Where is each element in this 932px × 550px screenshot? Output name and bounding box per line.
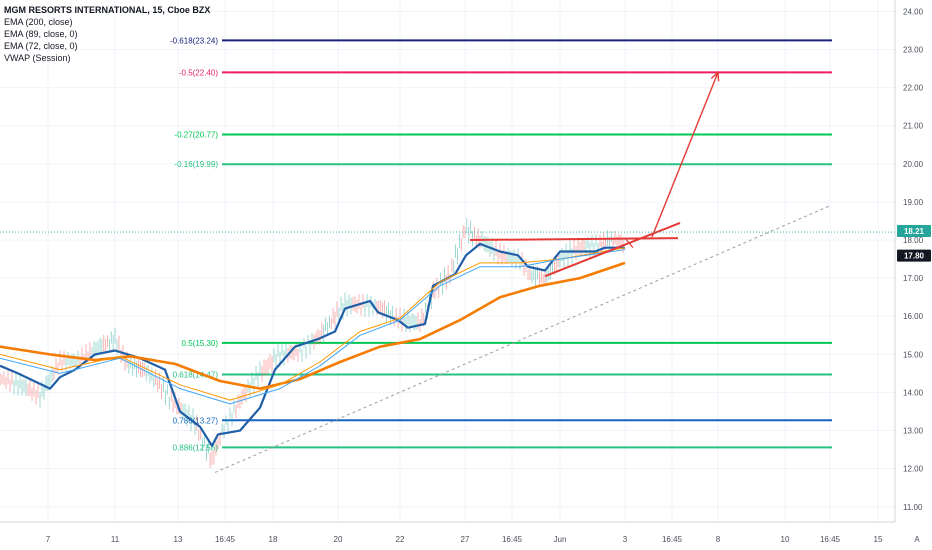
annotations bbox=[0, 70, 895, 473]
y-tick-label: 17.00 bbox=[903, 274, 924, 283]
price-tag-label: 18.21 bbox=[904, 227, 925, 236]
x-tick-label: 16:45 bbox=[502, 535, 523, 544]
legend-vwap: VWAP (Session) bbox=[4, 53, 71, 63]
dashed-trend-line bbox=[214, 205, 831, 473]
price-tag-label: 17.80 bbox=[904, 252, 925, 261]
y-tick-label: 24.00 bbox=[903, 7, 924, 16]
x-tick-label: 16:45 bbox=[820, 535, 841, 544]
y-tick-label: 23.00 bbox=[903, 46, 924, 55]
small-arrow bbox=[624, 237, 634, 249]
y-tick-label: 13.00 bbox=[903, 427, 924, 436]
fib-level-label: -0.618(23.24) bbox=[170, 36, 218, 45]
series-line bbox=[0, 249, 626, 405]
x-tick-label: Jun bbox=[554, 535, 567, 544]
x-tick-label: 15 bbox=[874, 535, 883, 544]
resistance-line bbox=[469, 237, 679, 242]
x-tick-label: 16:45 bbox=[215, 535, 236, 544]
y-tick-label: 22.00 bbox=[903, 84, 924, 93]
y-tick-label: 19.00 bbox=[903, 198, 924, 207]
x-tick-label: 7 bbox=[46, 535, 51, 544]
x-tick-label: 27 bbox=[461, 535, 470, 544]
legend-ema-72: EMA (72, close, 0) bbox=[4, 41, 78, 51]
x-tick-label: 20 bbox=[334, 535, 343, 544]
y-tick-label: 15.00 bbox=[903, 350, 924, 359]
series-line bbox=[0, 242, 625, 447]
y-tick-label: 18.00 bbox=[903, 236, 924, 245]
projection-arrow-head bbox=[710, 70, 720, 82]
x-tick-label: 13 bbox=[174, 535, 183, 544]
x-tick-label: 10 bbox=[781, 535, 790, 544]
y-tick-label: 11.00 bbox=[903, 503, 923, 512]
fib-level-label: 0.618(14.47) bbox=[173, 371, 219, 380]
legend-ema-200: EMA (200, close) bbox=[4, 17, 73, 27]
fib-level-label: 0.5(15.30) bbox=[182, 339, 219, 348]
price-tag-bg bbox=[897, 249, 931, 262]
legend-ema-89: EMA (89, close, 0) bbox=[4, 29, 78, 39]
series bbox=[0, 218, 626, 469]
fib-level-label: 0.786(13.27) bbox=[173, 416, 219, 425]
price-tag-bg bbox=[897, 225, 931, 238]
x-tick-label: 16:45 bbox=[662, 535, 683, 544]
y-tick-label: 21.00 bbox=[903, 122, 924, 131]
x-tick-label: 8 bbox=[716, 535, 721, 544]
fib-level-label: -0.16(19.99) bbox=[174, 160, 218, 169]
fib-level-label: -0.5(22.40) bbox=[179, 68, 218, 77]
y-tick-label: 12.00 bbox=[903, 465, 924, 474]
y-tick-label: 20.00 bbox=[903, 160, 924, 169]
projection-arrow bbox=[651, 72, 719, 238]
legend: MGM RESORTS INTERNATIONAL, 15, Cboe BZX … bbox=[4, 4, 210, 64]
auto-scale-label: A bbox=[914, 535, 920, 544]
y-tick-label: 16.00 bbox=[903, 312, 924, 321]
x-tick-label: 11 bbox=[111, 535, 120, 544]
fib-levels: -0.618(23.24) -0.5(22.40) -0.27(20.77) -0.1… bbox=[170, 36, 832, 452]
series-line bbox=[0, 247, 626, 401]
x-tick-label: 18 bbox=[269, 535, 278, 544]
grid bbox=[0, 0, 895, 522]
x-tick-label: 3 bbox=[623, 535, 628, 544]
legend-title: MGM RESORTS INTERNATIONAL, 15, Cboe BZX bbox=[4, 5, 211, 15]
x-tick-label: 22 bbox=[396, 535, 405, 544]
fib-level-label: -0.27(20.77) bbox=[174, 131, 218, 140]
y-tick-label: 14.00 bbox=[903, 388, 924, 397]
fib-level-label: 0.886(12.56) bbox=[173, 443, 219, 452]
